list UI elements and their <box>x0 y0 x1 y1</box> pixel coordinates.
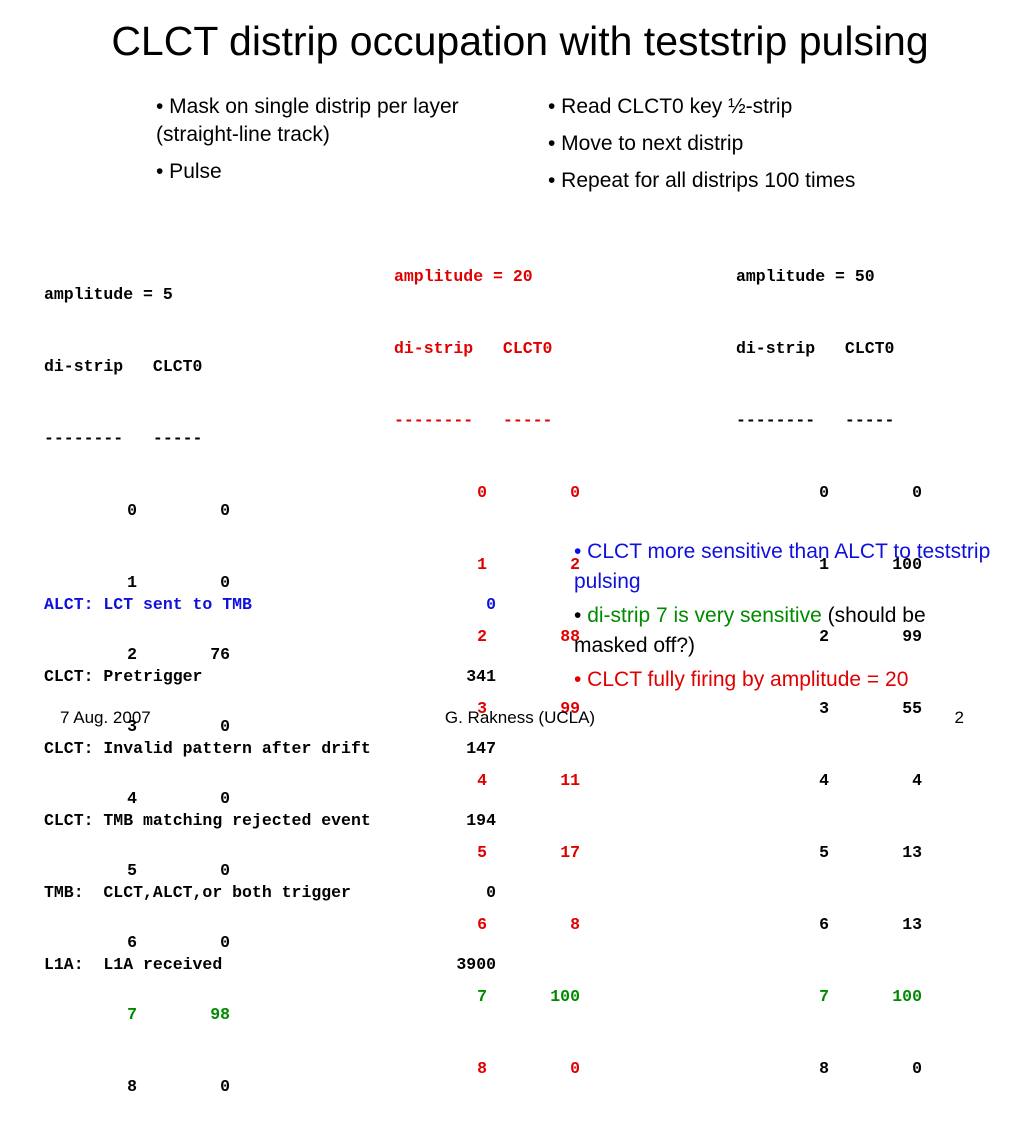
note-distrip7: • di-strip 7 is very sensitive (should b… <box>574 604 926 657</box>
table-title: amplitude = 50 <box>736 267 875 286</box>
footer-author: G. Rakness (UCLA) <box>444 708 596 727</box>
table-row: 2 88 <box>477 627 580 646</box>
bullets-right: • Read CLCT0 key ½-strip • Move to next … <box>548 93 988 204</box>
counter-row-alct: ALCT: LCT sent to TMB 0 <box>44 595 496 614</box>
table-title: amplitude = 5 <box>44 285 173 304</box>
counter-row: TMB: CLCT,ALCT,or both trigger 0 <box>44 883 496 902</box>
table-divider: -------- ----- <box>736 411 895 430</box>
bullet-pulse: • Pulse <box>156 160 222 183</box>
table-title: amplitude = 20 <box>394 267 533 286</box>
bullet-repeat: • Repeat for all distrips 100 times <box>548 169 856 192</box>
bullets-left: • Mask on single distrip per layer (stra… <box>156 93 536 195</box>
table-row: 2 99 <box>819 627 922 646</box>
counter-row: CLCT: Pretrigger 341 <box>44 667 496 686</box>
bullet-read-clct0: • Read CLCT0 key ½-strip <box>548 95 793 118</box>
table-row: 3 55 <box>819 699 922 718</box>
note-clct-sensitive: • CLCT more sensitive than ALCT to tests… <box>574 540 991 593</box>
counter-row: CLCT: Invalid pattern after drift 147 <box>44 739 496 758</box>
table-divider: -------- ----- <box>44 429 203 448</box>
counter-row: L1A: L1A received 3900 <box>44 955 496 974</box>
table-row: 1 100 <box>819 555 922 574</box>
table-row: 6 13 <box>819 915 922 934</box>
table-row: 2 76 <box>127 645 230 664</box>
bullet-move-next: • Move to next distrip <box>548 132 744 155</box>
table-header: di-strip CLCT0 <box>44 357 203 376</box>
table-row-highlight: 7 100 <box>819 987 922 1006</box>
counter-row: CLCT: TMB matching rejected event 194 <box>44 811 496 830</box>
table-header: di-strip CLCT0 <box>394 339 553 358</box>
table-row: 5 13 <box>819 843 922 862</box>
slide-title: CLCT distrip occupation with teststrip p… <box>111 18 929 64</box>
counter-table: ALCT: LCT sent to TMB 0 CLCT: Pretrigger 3… <box>44 545 496 1001</box>
footer-page-number: 2 <box>954 708 964 727</box>
table-divider: -------- ----- <box>394 411 553 430</box>
note-fully-firing: • CLCT fully firing by amplitude = 20 <box>574 668 909 691</box>
table-row-highlight: 7 98 <box>127 1005 230 1024</box>
footer-date: 7 Aug. 2007 <box>60 708 151 727</box>
conclusions: • CLCT more sensitive than ALCT to tests… <box>574 537 994 699</box>
table-row: 3 99 <box>477 699 580 718</box>
table-header: di-strip CLCT0 <box>736 339 895 358</box>
bullet-mask-distrip: • Mask on single distrip per layer (stra… <box>156 95 459 146</box>
